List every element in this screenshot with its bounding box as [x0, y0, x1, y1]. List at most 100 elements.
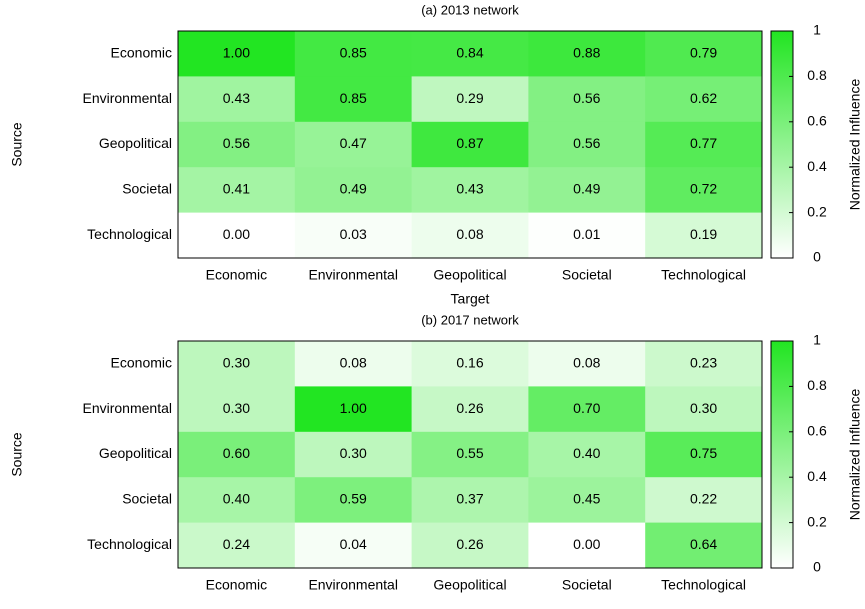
heatmap-cell: [411, 167, 529, 214]
heatmap-cell: [294, 167, 413, 214]
colorbar-label: Normalized Influence: [847, 79, 863, 211]
y-tick-label: Societal: [122, 491, 172, 507]
cell-label: 0.85: [340, 90, 367, 106]
x-tick-label: Environmental: [308, 577, 398, 593]
cell-label: 0.00: [223, 226, 250, 242]
heatmap-cell: [411, 522, 529, 569]
colorbar-tick-label: 0.2: [807, 513, 827, 529]
heatmap-cell: [411, 31, 529, 77]
x-tick-label: Economic: [206, 267, 267, 283]
y-tick-label: Geopolitical: [99, 445, 172, 461]
colorbar-tick-label: 0.2: [807, 203, 827, 219]
heatmap-cell: [411, 341, 529, 387]
colorbar-tick-label: 0: [813, 249, 821, 265]
cell-label: 0.00: [573, 536, 600, 552]
heatmap-cell: [294, 386, 413, 433]
heatmap-cell: [645, 431, 763, 478]
cell-label: 0.56: [573, 90, 600, 106]
heatmap-cell: [178, 522, 296, 569]
heatmap-cell: [528, 76, 646, 123]
cell-label: 0.19: [690, 226, 717, 242]
heatmap-cell: [528, 477, 646, 524]
x-tick-label: Societal: [562, 577, 612, 593]
cell-label: 0.70: [573, 400, 600, 416]
x-tick-label: Societal: [562, 267, 612, 283]
cell-label: 0.87: [456, 135, 483, 151]
x-tick-label: Geopolitical: [433, 267, 506, 283]
heatmap-cell: [411, 212, 529, 259]
y-tick-label: Environmental: [83, 400, 173, 416]
cell-label: 0.60: [223, 445, 250, 461]
cell-label: 0.85: [340, 44, 367, 60]
heatmap-cell: [178, 477, 296, 524]
heatmap-cell: [411, 121, 529, 168]
heatmap-cell: [528, 386, 646, 433]
y-tick-label: Technological: [87, 226, 172, 242]
heatmap-cell: [645, 76, 763, 123]
heatmap-cell: [294, 212, 413, 259]
cell-label: 0.16: [456, 354, 483, 370]
cell-label: 0.88: [573, 44, 600, 60]
colorbar: [770, 340, 794, 569]
cell-label: 0.56: [223, 135, 250, 151]
heatmap-cell: [294, 121, 413, 168]
heatmap-cell: [411, 386, 529, 433]
cell-label: 1.00: [340, 400, 367, 416]
cell-label: 0.08: [573, 354, 600, 370]
heatmap-cell: [528, 212, 646, 259]
heatmap-cell: [645, 522, 763, 569]
chart-title: (a) 2013 network: [421, 2, 519, 17]
cell-label: 0.30: [340, 445, 367, 461]
cell-label: 0.03: [340, 226, 367, 242]
heatmap-cell: [528, 121, 646, 168]
cell-label: 0.77: [690, 135, 717, 151]
heatmap-cell: [645, 477, 763, 524]
cell-label: 0.40: [573, 445, 600, 461]
heatmap-cell: [178, 212, 296, 259]
cell-label: 0.56: [573, 135, 600, 151]
cell-label: 0.40: [223, 491, 250, 507]
y-tick-label: Technological: [87, 536, 172, 552]
colorbar-tick-label: 1: [813, 22, 821, 38]
cell-label: 0.64: [690, 536, 717, 552]
colorbar-tick-label: 0.8: [807, 377, 827, 393]
heatmap-cell: [645, 341, 763, 387]
y-tick-label: Societal: [122, 181, 172, 197]
y-tick-label: Economic: [111, 44, 172, 60]
heatmap-cell: [411, 76, 529, 123]
x-tick-label: Technological: [661, 267, 746, 283]
x-axis-label: Target: [451, 291, 490, 307]
cell-label: 0.01: [573, 226, 600, 242]
heatmap-cell: [528, 167, 646, 214]
cell-label: 0.30: [690, 400, 717, 416]
heatmap-cell: [178, 431, 296, 478]
colorbar-tick-label: 0.8: [807, 67, 827, 83]
heatmap-cell: [528, 431, 646, 478]
cell-label: 0.43: [456, 181, 483, 197]
heatmap-cell: [528, 341, 646, 387]
heatmap-cell: [645, 212, 763, 259]
plot-frame: [177, 30, 763, 259]
heatmap-cell: [178, 31, 296, 77]
y-axis-label: Source: [9, 122, 25, 167]
heatmap-cell: [178, 121, 296, 168]
y-tick-label: Environmental: [83, 90, 173, 106]
colorbar-tick-label: 0.6: [807, 113, 827, 129]
heatmap-cell: [178, 167, 296, 214]
cell-label: 0.26: [456, 536, 483, 552]
plot-frame: [177, 340, 763, 569]
cell-label: 0.75: [690, 445, 717, 461]
colorbar-tick-label: 0.6: [807, 423, 827, 439]
cell-label: 0.08: [456, 226, 483, 242]
cell-label: 0.29: [456, 90, 483, 106]
heatmap-cell: [178, 76, 296, 123]
cell-label: 0.49: [573, 181, 600, 197]
heatmap-cell: [645, 167, 763, 214]
heatmap-cell: [294, 31, 413, 77]
x-tick-label: Environmental: [308, 267, 398, 283]
cell-label: 0.72: [690, 181, 717, 197]
x-tick-label: Economic: [206, 577, 267, 593]
colorbar-tick-label: 0.4: [807, 158, 827, 174]
cell-label: 0.04: [340, 536, 367, 552]
